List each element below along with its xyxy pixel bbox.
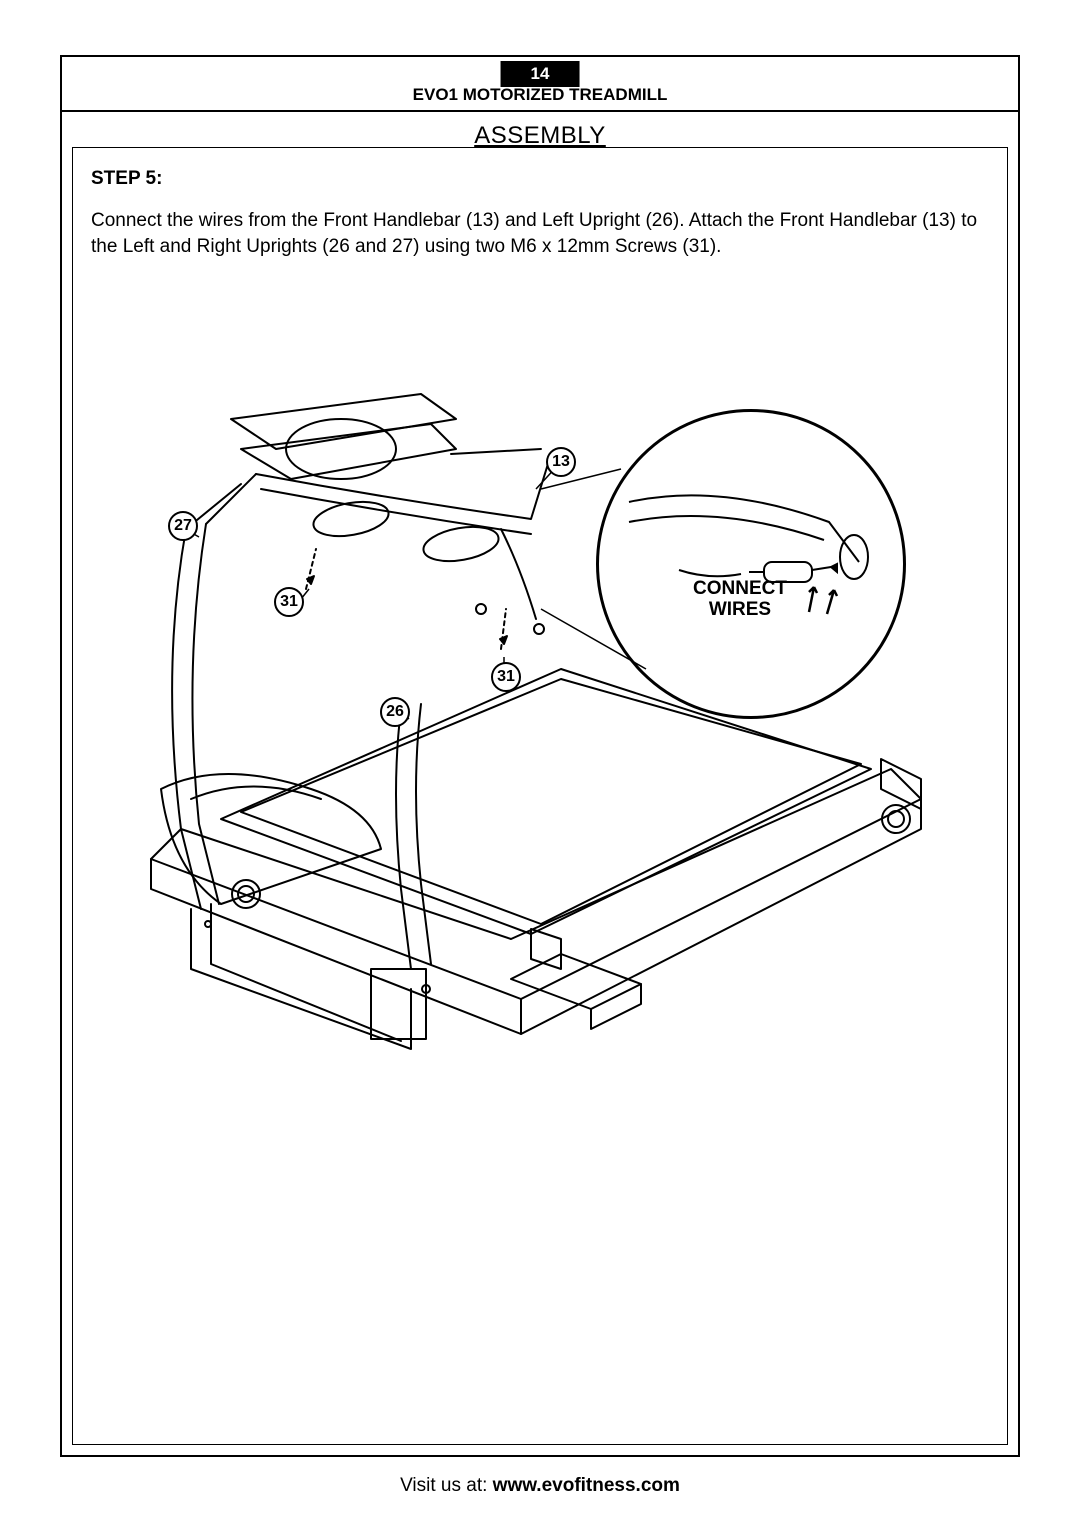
step-instructions: Connect the wires from the Front Handleb… <box>91 208 989 259</box>
connect-label-line1: CONNECT <box>693 578 787 599</box>
footer-prefix: Visit us at: <box>400 1475 493 1496</box>
content-box: STEP 5: Connect the wires from the Front… <box>72 147 1008 1445</box>
callout-label: 31 <box>497 668 515 686</box>
connect-label-line2: WIRES <box>709 599 771 620</box>
detail-circle-svg <box>599 412 909 722</box>
section-title: ASSEMBLY <box>62 122 1018 150</box>
connect-wires-label: CONNECT WIRES <box>693 579 787 621</box>
header-band: 14 EVO1 MOTORIZED TREADMILL <box>62 57 1018 112</box>
page-number: 14 <box>501 61 580 87</box>
callout-label: 13 <box>552 453 570 471</box>
footer-url: www.evofitness.com <box>493 1475 680 1496</box>
assembly-diagram: 13 27 31 31 26 CONNECT WIRES <box>91 289 989 1109</box>
footer: Visit us at: www.evofitness.com <box>0 1475 1080 1497</box>
callout-label: 26 <box>386 703 404 721</box>
callout-label: 27 <box>174 517 192 535</box>
step-label-text: STEP 5 <box>91 168 156 189</box>
product-title: EVO1 MOTORIZED TREADMILL <box>413 85 668 105</box>
step-label-suffix: : <box>156 168 162 189</box>
step-label: STEP 5: <box>91 168 989 190</box>
page-border: 14 EVO1 MOTORIZED TREADMILL ASSEMBLY STE… <box>60 55 1020 1457</box>
callout-label: 31 <box>280 593 298 611</box>
detail-circle <box>596 409 906 719</box>
